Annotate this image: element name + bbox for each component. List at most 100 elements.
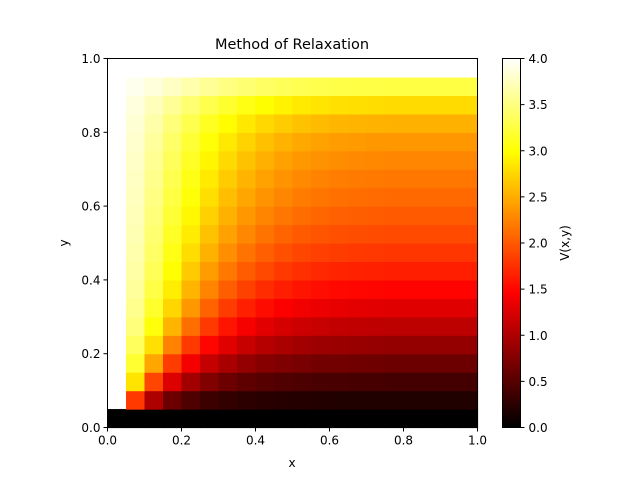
heatmap-cell (181, 335, 201, 355)
heatmap-cell (422, 279, 442, 299)
heatmap-cell (255, 206, 275, 226)
heatmap-cell (440, 279, 460, 299)
heatmap-cell (181, 372, 201, 392)
heatmap-cell (422, 261, 442, 281)
heatmap-cell (218, 224, 238, 244)
y-tick-label: 0.2 (81, 347, 100, 361)
heatmap-cell (126, 76, 146, 96)
heatmap-cell (403, 261, 423, 281)
heatmap-cell (348, 353, 368, 373)
colorbar-tick-label: 3.0 (529, 144, 548, 158)
heatmap-cell (366, 224, 386, 244)
heatmap-cell (126, 224, 146, 244)
heatmap-cell (440, 243, 460, 263)
heatmap-cell (126, 95, 146, 115)
colorbar-tick-label: 3.5 (529, 98, 548, 112)
heatmap-cell (237, 113, 257, 133)
heatmap-cell (403, 298, 423, 318)
heatmap-cell (292, 298, 312, 318)
heatmap-cell (163, 243, 183, 263)
heatmap-cell (200, 390, 220, 410)
heatmap-cell (403, 187, 423, 207)
heatmap-cell (274, 95, 294, 115)
heatmap-cell (237, 316, 257, 336)
heatmap-cell (237, 372, 257, 392)
heatmap-cell (144, 150, 164, 170)
heatmap-cell (274, 243, 294, 263)
heatmap-cell (200, 206, 220, 226)
heatmap-cell (218, 169, 238, 189)
colorbar-tick-label: 0.5 (529, 375, 548, 389)
heatmap-cell (292, 261, 312, 281)
colorbar-tick-label: 1.5 (529, 283, 548, 297)
y-tick-label: 0.6 (81, 200, 100, 214)
heatmap-cell (348, 187, 368, 207)
heatmap-cell (126, 113, 146, 133)
heatmap-cell (144, 335, 164, 355)
heatmap-cell (459, 113, 479, 133)
heatmap-cell (163, 224, 183, 244)
heatmap-cell (144, 279, 164, 299)
heatmap-cell (403, 132, 423, 152)
heatmap-cell (200, 150, 220, 170)
heatmap-cell (422, 390, 442, 410)
heatmap-cell (440, 224, 460, 244)
heatmap-cell (126, 279, 146, 299)
heatmap-cell (311, 95, 331, 115)
heatmap-cell (181, 353, 201, 373)
y-axis-label: y (57, 239, 71, 246)
heatmap-cell (385, 372, 405, 392)
heatmap-cell (348, 76, 368, 96)
heatmap-cell (440, 113, 460, 133)
heatmap-cell (422, 113, 442, 133)
heatmap-cell (385, 224, 405, 244)
heatmap-cell (366, 206, 386, 226)
heatmap-cell (255, 169, 275, 189)
heatmap-cell (440, 150, 460, 170)
heatmap-cell (163, 316, 183, 336)
heatmap-cell (200, 372, 220, 392)
heatmap-cell (348, 261, 368, 281)
heatmap-cell (366, 390, 386, 410)
heatmap-cell (403, 206, 423, 226)
heatmap-cell (422, 372, 442, 392)
heatmap-cell (144, 113, 164, 133)
heatmap-cell (440, 58, 460, 78)
heatmap-cell (292, 316, 312, 336)
heatmap-cell (311, 316, 331, 336)
heatmap-cells (107, 58, 479, 429)
heatmap-cell (255, 95, 275, 115)
heatmap-cell (459, 95, 479, 115)
heatmap-cell (274, 187, 294, 207)
heatmap-cell (440, 372, 460, 392)
heatmap-cell (422, 76, 442, 96)
heatmap-cell (274, 113, 294, 133)
heatmap-cell (255, 150, 275, 170)
heatmap-cell (329, 335, 349, 355)
heatmap-cell (403, 76, 423, 96)
heatmap-cell (126, 132, 146, 152)
heatmap-cell (366, 353, 386, 373)
heatmap-cell (274, 76, 294, 96)
heatmap-cell (274, 224, 294, 244)
heatmap-cell (274, 372, 294, 392)
heatmap-cell (144, 298, 164, 318)
heatmap-cell (440, 261, 460, 281)
heatmap-cell (126, 390, 146, 410)
heatmap-cell (329, 132, 349, 152)
heatmap-cell (348, 113, 368, 133)
heatmap-cell (459, 150, 479, 170)
heatmap-cell (200, 298, 220, 318)
heatmap-cell (181, 169, 201, 189)
x-axis-label: x (288, 456, 295, 470)
heatmap-cell (200, 132, 220, 152)
heatmap-cell (200, 261, 220, 281)
heatmap-cell (385, 279, 405, 299)
heatmap-cell (422, 243, 442, 263)
heatmap-cell (329, 409, 349, 429)
heatmap-cell (218, 150, 238, 170)
heatmap-cell (255, 335, 275, 355)
heatmap-cell (403, 316, 423, 336)
heatmap-cell (274, 150, 294, 170)
heatmap-cell (255, 58, 275, 78)
